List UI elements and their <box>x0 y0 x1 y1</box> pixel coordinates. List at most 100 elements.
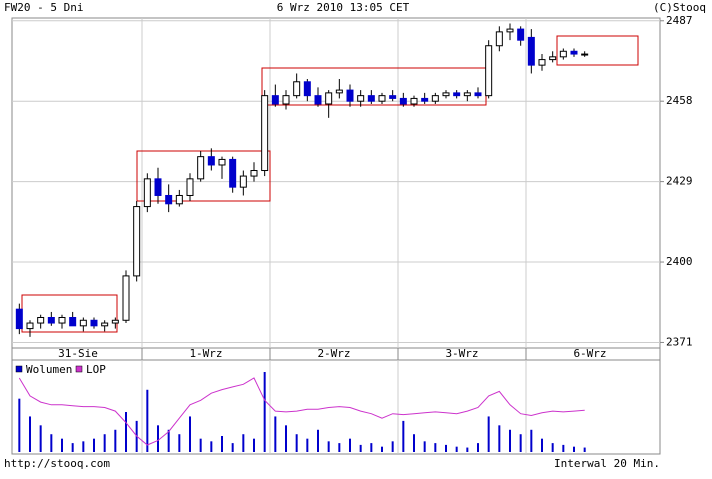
range-box <box>556 35 639 66</box>
volume-bar <box>359 444 362 452</box>
volume-bar <box>434 443 437 452</box>
y-tick-label: 2487 <box>666 14 693 27</box>
candle-body <box>122 275 130 321</box>
x-tick-label: 6-Wrz <box>573 347 606 360</box>
volume-bar <box>221 436 223 452</box>
candle-body <box>143 178 151 208</box>
candle-body <box>26 322 34 330</box>
volume-bar <box>413 434 415 452</box>
candle-body <box>367 95 375 102</box>
candle-body <box>442 92 450 97</box>
legend-label: LOP <box>86 363 106 376</box>
candle-body <box>186 178 194 196</box>
candle-body <box>154 178 162 196</box>
volume-bar <box>93 438 95 452</box>
candle-body <box>453 92 461 97</box>
legend-label: Wolumen <box>26 363 72 376</box>
candle-body <box>549 56 557 61</box>
volume-bar <box>349 438 351 452</box>
volume-bar <box>455 446 458 452</box>
candle-body <box>527 36 535 66</box>
volume-bar <box>530 429 533 452</box>
volume-bar <box>178 434 181 452</box>
volume-bar <box>402 420 405 452</box>
candle-body <box>111 319 119 324</box>
candle-body <box>378 95 386 102</box>
candle-body <box>79 319 87 327</box>
candle-body <box>197 156 205 180</box>
copyright: (C)Stooq <box>653 1 706 14</box>
volume-bar <box>29 416 31 452</box>
volume-bar <box>157 425 159 452</box>
volume-bar <box>274 416 277 452</box>
volume-bar <box>18 398 21 452</box>
volume-bar <box>253 438 255 452</box>
legend-swatch <box>75 365 83 373</box>
volume-bar <box>317 429 319 452</box>
volume-bar <box>391 441 394 452</box>
x-tick-label: 2-Wrz <box>317 347 350 360</box>
volume-bar <box>477 443 479 452</box>
volume-bar <box>562 444 565 452</box>
candle-body <box>175 194 183 205</box>
candle-body <box>389 95 397 99</box>
candle-body <box>399 97 407 105</box>
candle-body <box>165 194 173 205</box>
candle-body <box>101 322 109 327</box>
candle-body <box>474 92 482 97</box>
volume-bar <box>487 416 490 452</box>
candle-body <box>485 45 493 97</box>
volume-bar <box>61 438 63 452</box>
candle-body <box>346 89 354 102</box>
candle-body <box>250 170 258 177</box>
volume-bar <box>199 438 202 452</box>
volume-bar <box>285 425 287 452</box>
volume-bar <box>295 434 298 452</box>
candle-body <box>58 316 66 324</box>
x-tick-label: 1-Wrz <box>189 347 222 360</box>
candle-body <box>431 95 439 102</box>
volume-bar <box>82 441 85 452</box>
candle-body <box>271 95 279 105</box>
footer-interval: Interwal 20 Min. <box>554 457 660 470</box>
lop-line <box>18 377 585 446</box>
volume-bar <box>519 434 522 452</box>
volume-bar <box>210 441 213 452</box>
candle-body <box>218 158 226 166</box>
volume-bar <box>423 441 426 452</box>
volume-bar <box>509 429 511 452</box>
volume-bar <box>573 446 575 452</box>
volume-bar <box>327 441 330 452</box>
volume-bar <box>242 434 245 452</box>
volume-bar <box>541 438 543 452</box>
volume-bar <box>114 429 117 452</box>
y-tick-label: 2429 <box>666 175 693 188</box>
candle-body <box>325 92 333 105</box>
volume-bar <box>381 446 383 452</box>
candle-body <box>463 92 471 97</box>
volume-bar <box>39 425 42 452</box>
x-tick-label: 3-Wrz <box>445 347 478 360</box>
volume-bar <box>167 429 170 452</box>
candle-body <box>581 53 589 56</box>
footer-url: http://stooq.com <box>4 457 110 470</box>
candle-body <box>133 206 141 277</box>
range-box <box>136 150 271 202</box>
candle-body <box>239 175 247 188</box>
candle-body <box>506 28 514 33</box>
candle-body <box>15 308 23 330</box>
candle-body <box>261 95 269 172</box>
candle-body <box>410 97 418 105</box>
volume-bar <box>370 443 373 452</box>
candle-body <box>517 28 525 41</box>
candle-body <box>282 95 290 105</box>
volume-bar <box>263 372 266 452</box>
candle-body <box>335 89 343 94</box>
candle-body <box>229 158 237 188</box>
volume-bar <box>125 412 127 452</box>
volume-bar <box>498 425 501 452</box>
candle-body <box>47 316 55 324</box>
y-tick-label: 2458 <box>666 94 693 107</box>
volume-bar <box>231 443 234 452</box>
